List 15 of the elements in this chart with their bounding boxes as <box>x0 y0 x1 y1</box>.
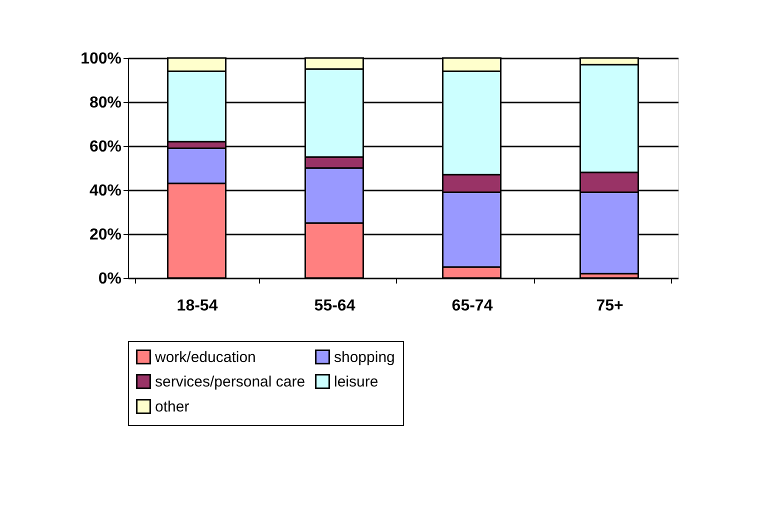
y-tick-label: 0% <box>98 270 122 288</box>
y-tick-label: 20% <box>89 226 122 244</box>
y-tick-label: 100% <box>80 50 122 68</box>
legend-label: other <box>155 398 190 416</box>
y-tick-label: 80% <box>89 94 122 112</box>
y-tick-label: 40% <box>89 182 122 200</box>
y-tick-label: 60% <box>89 138 122 156</box>
legend-label: shopping <box>334 348 395 366</box>
x-tick-label: 18-54 <box>176 298 218 314</box>
x-tick-label: 75+ <box>596 298 624 314</box>
legend-label: services/personal care <box>155 374 306 390</box>
legend-label: work/education <box>154 348 256 366</box>
x-tick-label: 65-74 <box>452 298 493 314</box>
x-tick-label: 55-64 <box>314 298 356 314</box>
legend-label: leisure <box>334 374 378 390</box>
